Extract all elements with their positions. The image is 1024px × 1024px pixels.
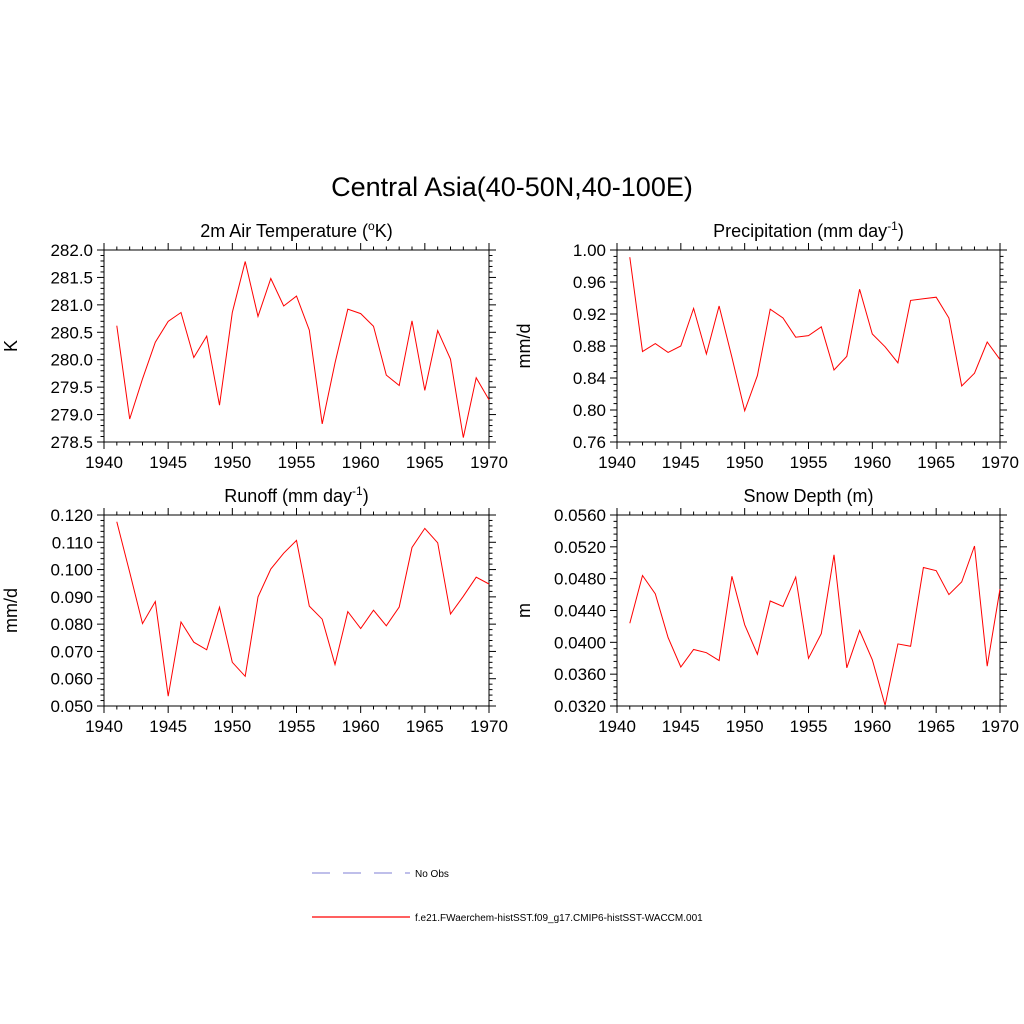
panel-title-superscript: -1 (352, 484, 363, 498)
y-axis-label: mm/d (514, 324, 534, 369)
y-tick-label: 0.92 (573, 305, 606, 324)
y-tick-label: 281.5 (50, 268, 93, 287)
y-tick-label: 0.080 (50, 615, 93, 634)
y-tick-label: 0.0360 (554, 665, 606, 684)
panels: 2m Air Temperature (oK) K 1940 1945 1950 1955… (1, 219, 1019, 736)
y-tick-label: 0.80 (573, 401, 606, 420)
y-tick-label: 0.110 (52, 533, 93, 552)
x-tick-label: 1960 (342, 717, 380, 736)
panel-title-text: Snow Depth (m) (743, 486, 873, 506)
panel-title-text-end: ) (898, 221, 904, 241)
series-line (116, 261, 490, 438)
x-tick-label: 1970 (470, 717, 508, 736)
y-tick-label: 0.090 (50, 588, 93, 607)
y-tick-label: 0.84 (573, 369, 606, 388)
panel-runoff: Runoff (mm day-1) mm/d 1940 1945 1950 1955 196… (1, 484, 508, 736)
panel-title-text: Precipitation (mm day (713, 221, 887, 241)
y-tick-label: 279.0 (50, 406, 93, 425)
x-tick-label: 1950 (213, 717, 251, 736)
y-tick-label: 0.96 (573, 273, 606, 292)
y-axis-label: K (1, 340, 21, 352)
y-tick-label: 0.0480 (554, 570, 606, 589)
y-tick-label: 0.76 (573, 433, 606, 452)
x-tick-label: 1965 (917, 717, 955, 736)
x-tick-label: 1955 (278, 453, 316, 472)
x-tick-label: 1940 (598, 717, 636, 736)
plot-frame (616, 514, 1001, 707)
series-line (629, 545, 1001, 706)
panel-air-temperature: 2m Air Temperature (oK) K 1940 1945 1950 1955… (1, 219, 508, 472)
x-tick-label: 1960 (853, 453, 891, 472)
y-tick-label: 280.5 (50, 323, 93, 342)
panel-precipitation: Precipitation (mm day-1) mm/d 1940 1945 1950… (514, 219, 1019, 472)
panel-snow-depth: Snow Depth (m) m 1940 1945 1950 1955 1960 1965 1… (514, 486, 1019, 736)
x-tick-label: 1960 (853, 717, 891, 736)
y-tick-label: 280.0 (50, 351, 93, 370)
x-tick-label: 1950 (726, 453, 764, 472)
y-tick-label: 0.0320 (554, 697, 606, 716)
panel-title-text-end: K) (375, 221, 393, 241)
y-tick-label: 281.0 (50, 296, 93, 315)
y-tick-label: 0.0520 (554, 538, 606, 557)
panel-title: Runoff (mm day-1) (224, 484, 368, 506)
x-tick-label: 1970 (981, 453, 1019, 472)
panel-title-superscript: o (368, 219, 375, 233)
y-tick-label: 0.100 (50, 561, 93, 580)
x-tick-label: 1950 (726, 717, 764, 736)
panel-title-text: 2m Air Temperature ( (200, 221, 368, 241)
y-tick-label: 0.120 (50, 506, 93, 525)
panel-title: 2m Air Temperature (oK) (200, 219, 392, 241)
legend: No Obs f.e21.FWaerchem-histSST.f09_g17.C… (312, 869, 703, 924)
x-tick-label: 1945 (662, 717, 700, 736)
x-tick-label: 1965 (406, 717, 444, 736)
panel-title-text: Runoff (mm day (224, 486, 352, 506)
x-tick-label: 1940 (85, 453, 123, 472)
x-tick-label: 1955 (790, 453, 828, 472)
x-tick-label: 1945 (662, 453, 700, 472)
x-tick-label: 1960 (342, 453, 380, 472)
panel-title-text-end: ) (363, 486, 369, 506)
panel-title: Precipitation (mm day-1) (713, 219, 904, 241)
y-axis-label: m (514, 603, 534, 618)
figure-title: Central Asia(40-50N,40-100E) (331, 172, 693, 202)
plot-frame (616, 249, 1001, 443)
y-tick-label: 0.050 (50, 697, 93, 716)
y-tick-label: 1.00 (573, 241, 606, 260)
y-tick-label: 0.0560 (554, 506, 606, 525)
y-tick-label: 0.060 (50, 670, 93, 689)
x-tick-label: 1945 (149, 453, 187, 472)
legend-label-model: f.e21.FWaerchem-histSST.f09_g17.CMIP6-hi… (415, 913, 703, 924)
panel-title: Snow Depth (m) (743, 486, 873, 506)
y-tick-label: 0.0440 (554, 602, 606, 621)
y-tick-label: 279.5 (50, 378, 93, 397)
legend-label-no-obs: No Obs (415, 869, 449, 880)
x-tick-label: 1940 (85, 717, 123, 736)
x-tick-label: 1955 (790, 717, 828, 736)
panel-title-superscript: -1 (887, 219, 898, 233)
plot-frame (103, 514, 490, 707)
plot-frame (103, 249, 490, 443)
y-tick-label: 0.88 (573, 337, 606, 356)
x-tick-label: 1970 (470, 453, 508, 472)
y-tick-label: 0.070 (50, 642, 93, 661)
series-line (629, 257, 1001, 413)
y-tick-label: 278.5 (50, 433, 93, 452)
x-tick-label: 1950 (213, 453, 251, 472)
x-tick-label: 1945 (149, 717, 187, 736)
x-tick-label: 1965 (406, 453, 444, 472)
x-tick-label: 1965 (917, 453, 955, 472)
x-tick-label: 1940 (598, 453, 636, 472)
y-tick-label: 282.0 (50, 241, 93, 260)
series-line (116, 521, 490, 697)
y-tick-label: 0.0400 (554, 633, 606, 652)
x-tick-label: 1955 (278, 717, 316, 736)
y-axis-label: mm/d (1, 588, 21, 633)
x-tick-label: 1970 (981, 717, 1019, 736)
